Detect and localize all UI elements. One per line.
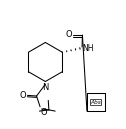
Text: O: O [40,108,47,117]
Text: Abs: Abs [90,100,101,105]
Text: NH: NH [82,44,94,53]
Text: O: O [65,30,72,39]
Text: N: N [42,83,49,92]
Bar [90,99,101,105]
Text: O: O [20,91,26,100]
